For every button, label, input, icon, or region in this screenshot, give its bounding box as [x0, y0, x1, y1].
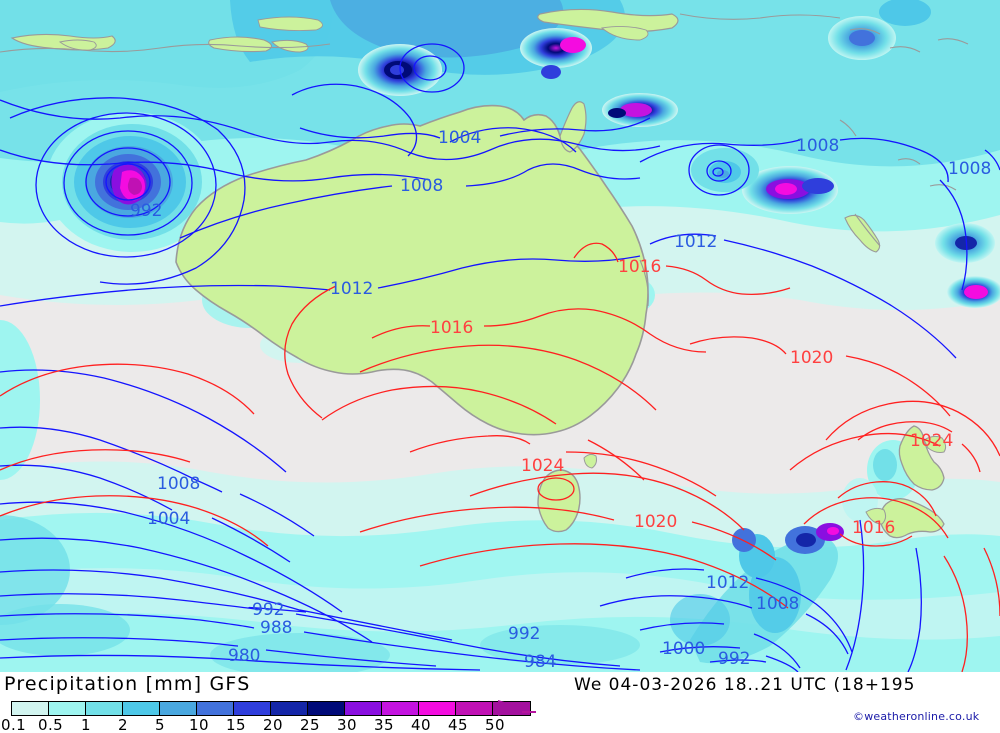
colorbar-tick-label: 35: [374, 716, 394, 733]
precipitation-layer: [0, 0, 1000, 672]
isobar-label-high-group: 1016 1016 1020 1024 1024 1020 1016: [430, 257, 953, 538]
copyright-notice: ©weatheronline.co.uk: [853, 710, 980, 723]
isobar-label: 992: [718, 649, 750, 669]
weather-map-canvas[interactable]: 992 1004 1008 1008 1008 1012 1012 1008 1…: [0, 0, 1000, 672]
colorbar-tick-label: 30: [337, 716, 357, 733]
isobar-label: 1012: [706, 573, 749, 593]
colorbar-tick-label: 40: [411, 716, 431, 733]
isobar-label: 1016: [618, 257, 661, 277]
colorbar-overflow-arrow-icon: [498, 700, 524, 716]
colorbar-swatch: [49, 702, 86, 715]
colorbar-swatch: [160, 702, 197, 715]
colorbar-swatch: [456, 702, 493, 715]
colorbar-swatch: [382, 702, 419, 715]
isobar-labels: 992 1004 1008 1008 1008 1012 1012 1008 1…: [130, 128, 991, 672]
land-layer: [10, 8, 947, 539]
isobar-label: 1008: [948, 159, 991, 179]
isobar-label: 1008: [400, 176, 443, 196]
isobar-label: 1012: [330, 279, 373, 299]
precipitation-colorbar[interactable]: [11, 701, 531, 716]
colorbar-swatch: [419, 702, 456, 715]
colorbar-tick-label: 5: [155, 716, 165, 733]
isobar-label: 1004: [438, 128, 481, 148]
colorbar-swatch: [12, 702, 49, 715]
isobar-label: 1024: [521, 456, 564, 476]
colorbar-swatch: [345, 702, 382, 715]
colorbar-swatch: [197, 702, 234, 715]
colorbar-tick-label: 2: [118, 716, 128, 733]
isobar-label: 980: [228, 646, 260, 666]
colorbar-swatch: [271, 702, 308, 715]
isobar-label: 1016: [430, 318, 473, 338]
colorbar-swatch: [123, 702, 160, 715]
isobar-label: 1016: [852, 518, 895, 538]
colorbar-tick-label: 25: [300, 716, 320, 733]
isobar-label: 992: [252, 600, 284, 620]
colorbar-overflow-tail-icon: [522, 711, 536, 713]
colorbar-tick-label: 1: [81, 716, 91, 733]
colorbar-swatch: [308, 702, 345, 715]
colorbar-swatch: [86, 702, 123, 715]
isobar-label: 1012: [674, 232, 717, 252]
isobar-label: 1000: [662, 639, 705, 659]
colorbar-tick-label: 0.1: [1, 716, 27, 733]
isobar-label: 992: [130, 201, 162, 221]
colorbar-tick-labels: 0.1 0.5 1 2 5 10 15 20 25 30 35 40 45 50: [0, 716, 540, 733]
isobar-label: 1020: [634, 512, 677, 532]
isobar-label: 1008: [796, 136, 839, 156]
colorbar-swatch: [234, 702, 271, 715]
legend-title: Precipitation [mm] GFS: [4, 673, 251, 695]
isobar-label: 988: [260, 618, 292, 638]
colorbar-tick-label: 45: [448, 716, 468, 733]
isobar-label: 992: [508, 624, 540, 644]
colorbar-tick-label: 0.5: [38, 716, 64, 733]
isobar-label: 1020: [790, 348, 833, 368]
coastline-layer: [0, 13, 969, 307]
isobars-high: [0, 242, 1000, 672]
colorbar-tick-label: 10: [189, 716, 209, 733]
isobar-label: 984: [524, 652, 556, 672]
isobars-low: [0, 43, 1000, 672]
colorbar-tick-label: 15: [226, 716, 246, 733]
map-area[interactable]: 992 1004 1008 1008 1008 1012 1012 1008 1…: [0, 0, 1000, 672]
isobar-label: 1008: [756, 594, 799, 614]
colorbar-tick-label: 50: [485, 716, 505, 733]
isobar-label: 1008: [157, 474, 200, 494]
isobar-label: 1004: [147, 509, 190, 529]
isobar-label-low-group: 992 1004 1008 1008 1008 1012 1012 1008 1…: [130, 128, 991, 672]
isobar-label: 1024: [910, 431, 953, 451]
model-run-info: We 04-03-2026 18..21 UTC (18+195: [574, 675, 916, 695]
colorbar-tick-label: 20: [263, 716, 283, 733]
